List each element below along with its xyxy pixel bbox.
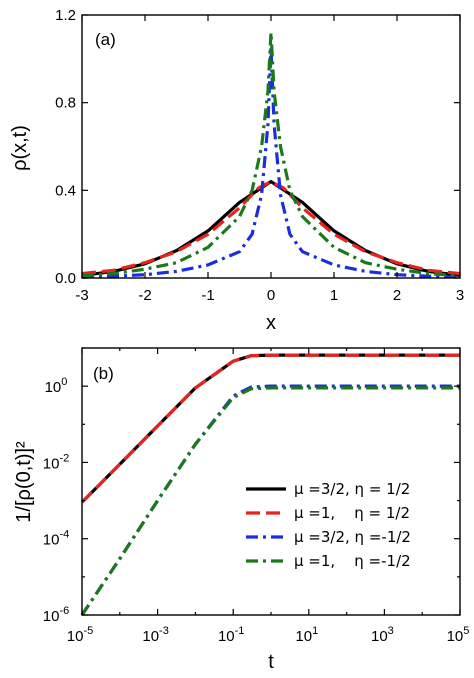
panel-a-ytick-label: 0.8 <box>55 95 76 112</box>
legend-label: μ =3/2, η =-1/2 <box>294 528 411 546</box>
panel-a-ytick-label: 0.4 <box>55 182 76 199</box>
panel-b-ytick-label: 100 <box>45 376 68 396</box>
panel-a-xtick-label: 2 <box>393 287 401 304</box>
panel-a-xtick-label: 3 <box>456 287 464 304</box>
panel-a-ytick-label: 0.0 <box>55 270 76 287</box>
panel-b-series-line-2 <box>80 353 460 504</box>
panel-b-ytick-label: 10-6 <box>43 605 69 625</box>
panel-b-xlabel: t <box>268 651 274 673</box>
panel-a-series <box>81 30 461 279</box>
legend-entry: μ =3/2, η = 1/2 <box>246 480 410 498</box>
panel-b-series <box>80 353 460 616</box>
panel-a-series-line-2 <box>81 180 461 276</box>
panel-a-xtick-label: -1 <box>201 287 214 304</box>
panel-a-xlabel: x <box>266 312 276 334</box>
panel-a-series-line-3 <box>81 46 461 279</box>
panel-b-series-line-3 <box>80 384 460 616</box>
panel-b-xtick-label: 103 <box>371 625 394 645</box>
panel-a-xtick-label: 0 <box>267 287 275 304</box>
legend-entry: μ =1, η = 1/2 <box>246 504 410 522</box>
panel-a-series-line-1 <box>81 180 461 277</box>
panel-b-ylabel: 1/[ρ(0,t)]² <box>13 441 35 523</box>
panel-b-xtick-label: 10-5 <box>67 625 93 645</box>
panel-a-xtick-label: -2 <box>138 287 151 304</box>
panel-a-series-line-4 <box>81 30 461 278</box>
panel-b-xtick-label: 10-3 <box>142 625 168 645</box>
panel-b: 10-5 10-3 10-1 101 103 105 10-6 10-4 10-2 100 (b)… <box>13 347 470 673</box>
legend-label: μ =1, η =-1/2 <box>294 552 411 570</box>
panel-b-legend: μ =3/2, η = 1/2 μ =1, η = 1/2 μ =3/2, η =-… <box>246 480 411 570</box>
panel-b-label: (b) <box>93 364 114 383</box>
panel-a-xtick-label: 1 <box>330 287 338 304</box>
panel-a-label: (a) <box>95 30 116 49</box>
panel-a: -3 -2 -1 0 1 2 3 0.0 0.4 0.8 1.2 (a) x ρ(x,t) <box>9 7 464 334</box>
panel-b-series-line-4 <box>80 386 460 616</box>
panel-a-xtick-label: -3 <box>75 287 88 304</box>
panel-a-ytick-label: 1.2 <box>55 7 76 24</box>
panel-b-xtick-label: 105 <box>447 625 470 645</box>
panel-b-ytick-label: 10-4 <box>43 529 69 549</box>
legend-entry: μ =3/2, η =-1/2 <box>246 528 411 546</box>
panel-a-ticks: -3 -2 -1 0 1 2 3 0.0 0.4 0.8 1.2 <box>55 7 464 304</box>
legend-label: μ =3/2, η = 1/2 <box>294 480 410 498</box>
legend-label: μ =1, η = 1/2 <box>294 504 410 522</box>
legend-entry: μ =1, η =-1/2 <box>246 552 411 570</box>
panel-b-xtick-label: 10-1 <box>218 625 244 645</box>
panel-b-ticks: 10-5 10-3 10-1 101 103 105 10-6 10-4 10-2 100 <box>43 347 470 645</box>
panel-a-ylabel: ρ(x,t) <box>9 125 31 171</box>
panel-b-xtick-label: 101 <box>295 625 318 645</box>
panel-b-ytick-label: 10-2 <box>43 452 69 472</box>
